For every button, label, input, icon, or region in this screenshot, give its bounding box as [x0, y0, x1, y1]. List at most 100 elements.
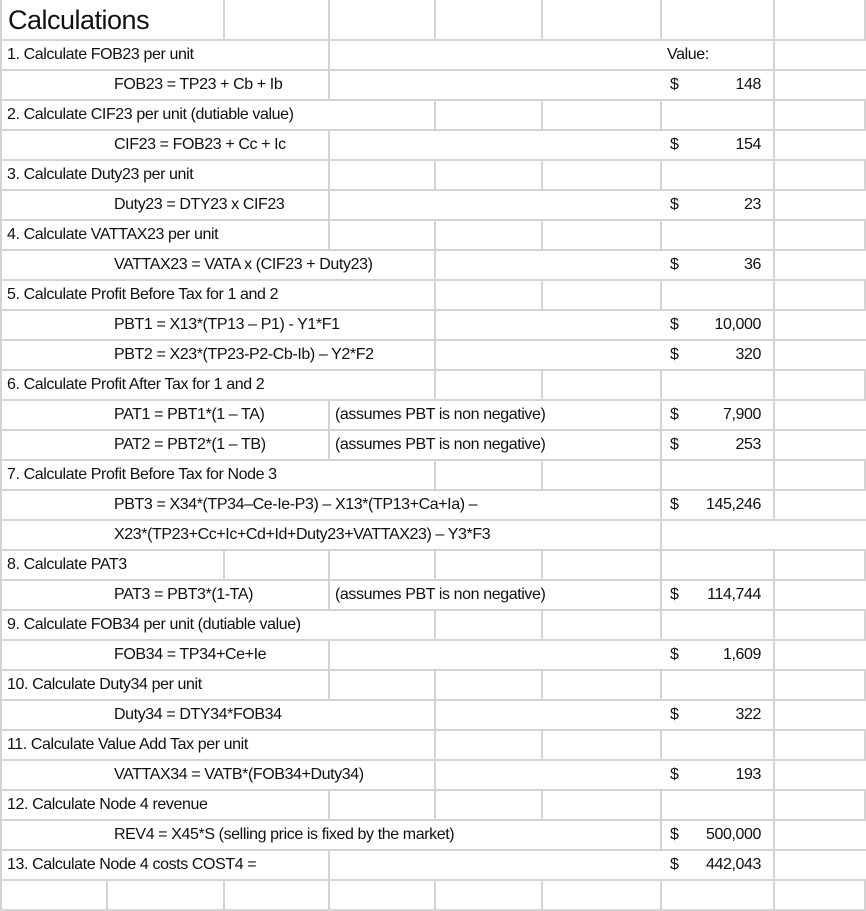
- empty-cell[interactable]: [775, 371, 866, 399]
- empty-cell[interactable]: [775, 791, 866, 819]
- step-label[interactable]: 1. Calculate FOB23 per unit: [2, 41, 330, 69]
- formula-cell[interactable]: PAT1 = PBT1*(1 – TA): [108, 401, 330, 429]
- sheet-title[interactable]: Calculations: [2, 0, 225, 40]
- note-cell[interactable]: (assumes PBT is non negative): [330, 401, 662, 429]
- value-cell[interactable]: $23: [662, 191, 775, 219]
- step-label[interactable]: 4. Calculate VATTAX23 per unit: [2, 221, 330, 249]
- value-cell[interactable]: $253: [662, 431, 775, 459]
- empty-cell[interactable]: [108, 881, 225, 909]
- value-cell[interactable]: $442,043: [662, 851, 775, 879]
- note-cell[interactable]: (assumes PBT is non negative): [330, 431, 662, 459]
- empty-cell[interactable]: [330, 671, 436, 699]
- empty-cell[interactable]: [662, 731, 775, 759]
- empty-cell[interactable]: [436, 881, 543, 909]
- empty-cell[interactable]: [775, 221, 866, 249]
- empty-cell[interactable]: [543, 731, 662, 759]
- formula-cell[interactable]: FOB34 = TP34+Ce+Ie: [108, 641, 330, 669]
- value-cell[interactable]: $10,000: [662, 311, 775, 339]
- empty-cell[interactable]: [436, 371, 543, 399]
- empty-cell[interactable]: [775, 281, 866, 309]
- empty-cell[interactable]: [543, 0, 662, 40]
- empty-cell[interactable]: [436, 0, 543, 40]
- empty-cell[interactable]: [662, 611, 775, 639]
- value-cell[interactable]: $322: [662, 701, 775, 729]
- empty-cell[interactable]: [662, 671, 775, 699]
- step-label[interactable]: 3. Calculate Duty23 per unit: [2, 161, 330, 189]
- empty-cell[interactable]: [225, 881, 330, 909]
- empty-cell[interactable]: [662, 221, 775, 249]
- empty-cell[interactable]: [436, 791, 543, 819]
- empty-cell[interactable]: [436, 551, 543, 579]
- empty-cell[interactable]: [775, 551, 866, 579]
- value-cell[interactable]: $114,744: [662, 581, 775, 609]
- formula-cell[interactable]: CIF23 = FOB23 + Cc + Ic: [108, 131, 330, 159]
- empty-cell[interactable]: [543, 371, 662, 399]
- empty-cell[interactable]: [436, 221, 543, 249]
- empty-cell[interactable]: [330, 881, 436, 909]
- formula-cell[interactable]: X23*(TP23+Cc+Ic+Cd+Id+Duty23+VATTAX23) –…: [108, 521, 662, 549]
- empty-cell[interactable]: [543, 101, 662, 129]
- empty-cell[interactable]: [543, 611, 662, 639]
- formula-cell[interactable]: PBT2 = X23*(TP23-P2-Cb-Ib) – Y2*F2: [108, 341, 436, 369]
- empty-cell[interactable]: [543, 281, 662, 309]
- empty-cell[interactable]: [436, 731, 543, 759]
- empty-cell[interactable]: [543, 551, 662, 579]
- empty-cell[interactable]: [543, 881, 662, 909]
- empty-cell[interactable]: [662, 0, 775, 40]
- formula-cell[interactable]: PAT2 = PBT2*(1 – TB): [108, 431, 330, 459]
- empty-cell[interactable]: [775, 731, 866, 759]
- empty-cell[interactable]: [775, 161, 866, 189]
- value-cell[interactable]: $193: [662, 761, 775, 789]
- formula-cell[interactable]: FOB23 = TP23 + Cb + Ib: [108, 71, 330, 99]
- empty-cell[interactable]: [662, 551, 775, 579]
- empty-cell[interactable]: [775, 881, 866, 909]
- empty-cell[interactable]: [436, 281, 543, 309]
- step-label[interactable]: 12. Calculate Node 4 revenue: [2, 791, 330, 819]
- empty-cell[interactable]: [436, 101, 543, 129]
- value-cell[interactable]: $7,900: [662, 401, 775, 429]
- formula-cell[interactable]: PBT3 = X34*(TP34–Ce-Ie-P3) – X13*(TP13+C…: [108, 491, 662, 519]
- empty-cell[interactable]: [2, 881, 108, 909]
- step-label[interactable]: 10. Calculate Duty34 per unit: [2, 671, 330, 699]
- step-label[interactable]: 5. Calculate Profit Before Tax for 1 and…: [2, 281, 436, 309]
- formula-cell[interactable]: REV4 = X45*S (selling price is fixed by …: [108, 821, 662, 849]
- step-label[interactable]: 11. Calculate Value Add Tax per unit: [2, 731, 436, 759]
- empty-cell[interactable]: [662, 101, 775, 129]
- empty-cell[interactable]: [543, 461, 662, 489]
- empty-cell[interactable]: [662, 881, 775, 909]
- formula-cell[interactable]: PAT3 = PBT3*(1-TA): [108, 581, 330, 609]
- empty-cell[interactable]: [330, 221, 436, 249]
- formula-cell[interactable]: Duty34 = DTY34*FOB34: [108, 701, 436, 729]
- empty-cell[interactable]: [775, 101, 866, 129]
- value-cell[interactable]: $145,246: [662, 491, 775, 519]
- empty-cell[interactable]: [662, 161, 775, 189]
- empty-cell[interactable]: [436, 461, 543, 489]
- empty-cell[interactable]: [436, 671, 543, 699]
- empty-cell[interactable]: [775, 671, 866, 699]
- value-cell[interactable]: $148: [662, 71, 775, 99]
- empty-cell[interactable]: [662, 371, 775, 399]
- step-label[interactable]: 2. Calculate CIF23 per unit (dutiable va…: [2, 101, 436, 129]
- empty-cell[interactable]: [662, 461, 775, 489]
- value-cell[interactable]: $36: [662, 251, 775, 279]
- empty-cell[interactable]: [662, 281, 775, 309]
- formula-cell[interactable]: VATTAX34 = VATB*(FOB34+Duty34): [108, 761, 436, 789]
- step-label[interactable]: 7. Calculate Profit Before Tax for Node …: [2, 461, 436, 489]
- value-cell[interactable]: $500,000: [662, 821, 775, 849]
- empty-cell[interactable]: [330, 161, 436, 189]
- step-label[interactable]: 9. Calculate FOB34 per unit (dutiable va…: [2, 611, 436, 639]
- empty-cell[interactable]: [543, 671, 662, 699]
- step-label[interactable]: 13. Calculate Node 4 costs COST4 =: [2, 851, 330, 879]
- empty-cell[interactable]: [775, 0, 866, 40]
- empty-cell[interactable]: [225, 551, 330, 579]
- empty-cell[interactable]: [330, 791, 436, 819]
- step-label[interactable]: 8. Calculate PAT3: [2, 551, 225, 579]
- value-cell[interactable]: $320: [662, 341, 775, 369]
- value-header[interactable]: Value:: [662, 41, 775, 69]
- empty-cell[interactable]: [662, 791, 775, 819]
- formula-cell[interactable]: VATTAX23 = VATA x (CIF23 + Duty23): [108, 251, 436, 279]
- empty-cell[interactable]: [436, 611, 543, 639]
- empty-cell[interactable]: [225, 0, 330, 40]
- empty-cell[interactable]: [330, 551, 436, 579]
- step-label[interactable]: 6. Calculate Profit After Tax for 1 and …: [2, 371, 436, 399]
